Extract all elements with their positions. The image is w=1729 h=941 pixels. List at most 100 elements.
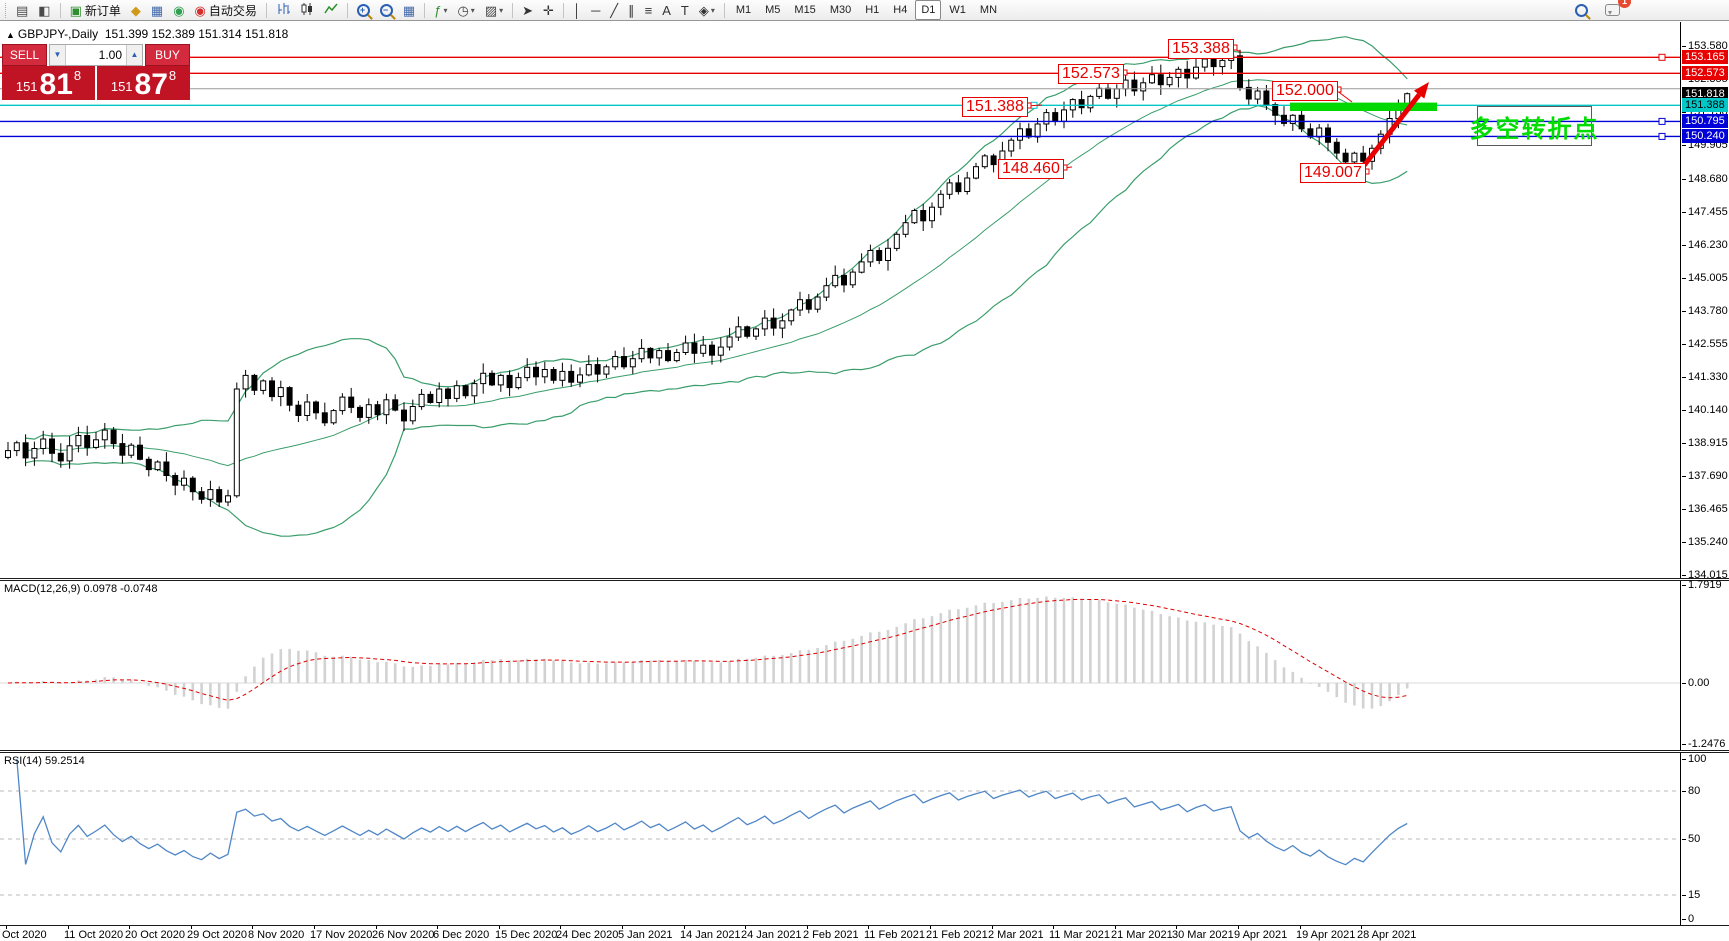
crosshair-button[interactable]: ✛ bbox=[539, 0, 558, 20]
date-tick-mark bbox=[6, 926, 7, 929]
rsi-tick-80: 80 bbox=[1681, 785, 1701, 797]
timeframe-mn-button[interactable]: MN bbox=[979, 4, 998, 16]
sell-button[interactable]: SELL bbox=[2, 44, 47, 66]
date-label-11-Oct-2020: 11 Oct 2020 bbox=[64, 929, 124, 941]
candlestick-chart-button[interactable] bbox=[296, 0, 318, 20]
trendline-button[interactable]: ╱ bbox=[606, 0, 622, 20]
date-tick-mark bbox=[684, 926, 685, 929]
date-label-24-Jan-2021: 24 Jan 2021 bbox=[741, 929, 802, 941]
arrows-button[interactable]: ◈ ▾ bbox=[695, 0, 719, 20]
timeframe-d1-button[interactable]: D1 bbox=[915, 0, 942, 20]
candlestick-chart[interactable] bbox=[0, 22, 1680, 578]
price-badge-151.388: 151.388 bbox=[1682, 98, 1728, 112]
rsi-label: RSI(14) 59.2514 bbox=[4, 755, 85, 767]
line-chart-button[interactable] bbox=[320, 0, 342, 20]
zoom-in-button[interactable] bbox=[353, 0, 374, 20]
cursor-button-glyph: ➤ bbox=[522, 2, 534, 18]
main-chart-pane[interactable]: ▲ GBPJPY-,Daily 151.399 152.389 151.314 1… bbox=[0, 22, 1729, 581]
fibonacci-button-glyph: ≡ bbox=[644, 2, 653, 18]
volume-stepper: ▼ ▲ bbox=[49, 44, 143, 66]
timeframe-m30-button[interactable]: M30 bbox=[829, 4, 852, 16]
price-tick-140.140: 140.140 bbox=[1682, 404, 1728, 416]
date-label-28-Apr-2021: 28 Apr 2021 bbox=[1357, 929, 1417, 941]
volume-decrease-button[interactable]: ▼ bbox=[50, 45, 66, 65]
periods-button[interactable]: ◷ ▾ bbox=[453, 0, 478, 20]
date-tick-mark bbox=[992, 926, 993, 929]
terminal-icon-glyph: ▦ bbox=[150, 2, 164, 18]
price-annotation-151.388[interactable]: 151.388 bbox=[962, 97, 1028, 117]
equidistant-channel-button[interactable]: ∥ bbox=[624, 0, 639, 20]
rsi-pane[interactable]: RSI(14) 59.2514 100 80 50 15 0 bbox=[0, 753, 1729, 926]
timeframe-m1-button[interactable]: M1 bbox=[735, 4, 752, 16]
collapse-marker-icon[interactable]: ▲ bbox=[6, 30, 15, 40]
timeframe-h4-button[interactable]: H4 bbox=[893, 4, 908, 16]
date-label-21-Mar-2021: 21 Mar 2021 bbox=[1111, 929, 1173, 941]
toolbar-separator bbox=[424, 2, 426, 18]
macd-plot[interactable] bbox=[0, 581, 1680, 750]
timeframe-m5-button[interactable]: M5 bbox=[765, 4, 781, 16]
signals-icon[interactable]: ◉ bbox=[169, 0, 188, 20]
date-tick-mark bbox=[499, 926, 500, 929]
bull-bear-turning-point-note[interactable]: 多空转折点 bbox=[1470, 106, 1598, 146]
time-axis[interactable]: Oct 2020 11 Oct 2020 20 Oct 2020 29 Oct 202… bbox=[0, 926, 1729, 941]
text-label-button[interactable]: T bbox=[677, 0, 693, 20]
search-icon[interactable] bbox=[1571, 0, 1592, 20]
terminal-icon[interactable]: ▦ bbox=[147, 0, 167, 20]
timeframe-h1-button[interactable]: H1 bbox=[865, 4, 880, 16]
trendline-button-glyph: ╱ bbox=[610, 2, 619, 18]
price-annotation-149.007[interactable]: 149.007 bbox=[1300, 163, 1366, 183]
sell-price[interactable]: 151 81 8 bbox=[2, 66, 95, 100]
price-annotation-148.460[interactable]: 148.460 bbox=[998, 159, 1064, 179]
indicators-button-glyph: ƒ bbox=[434, 2, 442, 18]
volume-increase-button[interactable]: ▲ bbox=[126, 45, 142, 65]
rsi-plot[interactable] bbox=[0, 753, 1680, 925]
history-center-icon[interactable]: ◆ bbox=[127, 0, 145, 20]
price-tick-143.780: 143.780 bbox=[1682, 305, 1728, 317]
price-divider bbox=[95, 66, 97, 100]
buy-price-point: 8 bbox=[168, 68, 177, 83]
price-tick-148.680: 148.680 bbox=[1682, 173, 1728, 185]
date-label-14-Jan-2021: 14 Jan 2021 bbox=[680, 929, 741, 941]
date-tick-mark bbox=[376, 926, 377, 929]
data-window-icon[interactable]: ◧ bbox=[34, 0, 54, 20]
date-label-20-Oct-2020: 20 Oct 2020 bbox=[125, 929, 185, 941]
date-label-2-Mar-2021: 2 Mar 2021 bbox=[988, 929, 1044, 941]
note-text: 多空转折点 bbox=[1469, 115, 1600, 143]
new-order-button-glyph: ▣ bbox=[69, 2, 82, 18]
price-annotation-152.000[interactable]: 152.000 bbox=[1272, 81, 1338, 101]
date-label-24-Dec-2020: 24 Dec 2020 bbox=[556, 929, 619, 941]
macd-pane[interactable]: MACD(12,26,9) 0.0978 -0.0748 1.7919 0.00 -… bbox=[0, 579, 1729, 750]
horizontal-line-button[interactable]: ─ bbox=[587, 0, 604, 20]
rsi-tick-0: 0 bbox=[1681, 913, 1695, 925]
timeframe-w1-button[interactable]: W1 bbox=[949, 4, 966, 16]
fibonacci-button[interactable]: ≡ bbox=[641, 0, 657, 20]
buy-price-integer: 151 bbox=[110, 79, 133, 94]
date-label-19-Apr-2021: 19 Apr 2021 bbox=[1296, 929, 1356, 941]
bar-chart-button[interactable] bbox=[272, 0, 294, 20]
tile-windows-button[interactable]: ▦ bbox=[399, 0, 419, 20]
pane-separator[interactable] bbox=[0, 750, 1729, 753]
buy-button[interactable]: BUY bbox=[145, 44, 190, 66]
periods-button-glyph: ◷ bbox=[457, 2, 469, 18]
vertical-line-button[interactable]: │ bbox=[569, 0, 585, 20]
timeframe-m15-button[interactable]: M15 bbox=[794, 4, 816, 16]
text-button[interactable]: A bbox=[658, 0, 675, 20]
text-label-button-glyph: T bbox=[680, 2, 689, 18]
zoom-out-button[interactable] bbox=[376, 0, 397, 20]
volume-input[interactable] bbox=[66, 45, 126, 65]
toolbar-right-group: 1 bbox=[1563, 0, 1729, 20]
new-order-button[interactable]: ▣ 新订单 bbox=[66, 0, 125, 20]
date-tick-mark bbox=[437, 926, 438, 929]
pane-separator[interactable] bbox=[0, 578, 1729, 581]
price-annotation-152.573[interactable]: 152.573 bbox=[1058, 64, 1124, 84]
chart-window-icon[interactable]: ▤ bbox=[12, 0, 32, 20]
price-annotation-153.388[interactable]: 153.388 bbox=[1168, 39, 1234, 59]
autotrading-button[interactable]: ◉ 自动交易 bbox=[191, 0, 261, 20]
macd-tick--1.2476: -1.2476 bbox=[1681, 738, 1726, 750]
indicators-button[interactable]: ƒ ▾ bbox=[430, 0, 451, 20]
autotrading-button-label: 自动交易 bbox=[208, 3, 257, 18]
templates-button[interactable]: ▨ ▾ bbox=[481, 0, 507, 20]
buy-price[interactable]: 151 87 8 bbox=[97, 66, 190, 100]
chat-icon[interactable]: 1 bbox=[1601, 0, 1631, 20]
cursor-button[interactable]: ➤ bbox=[518, 0, 537, 20]
